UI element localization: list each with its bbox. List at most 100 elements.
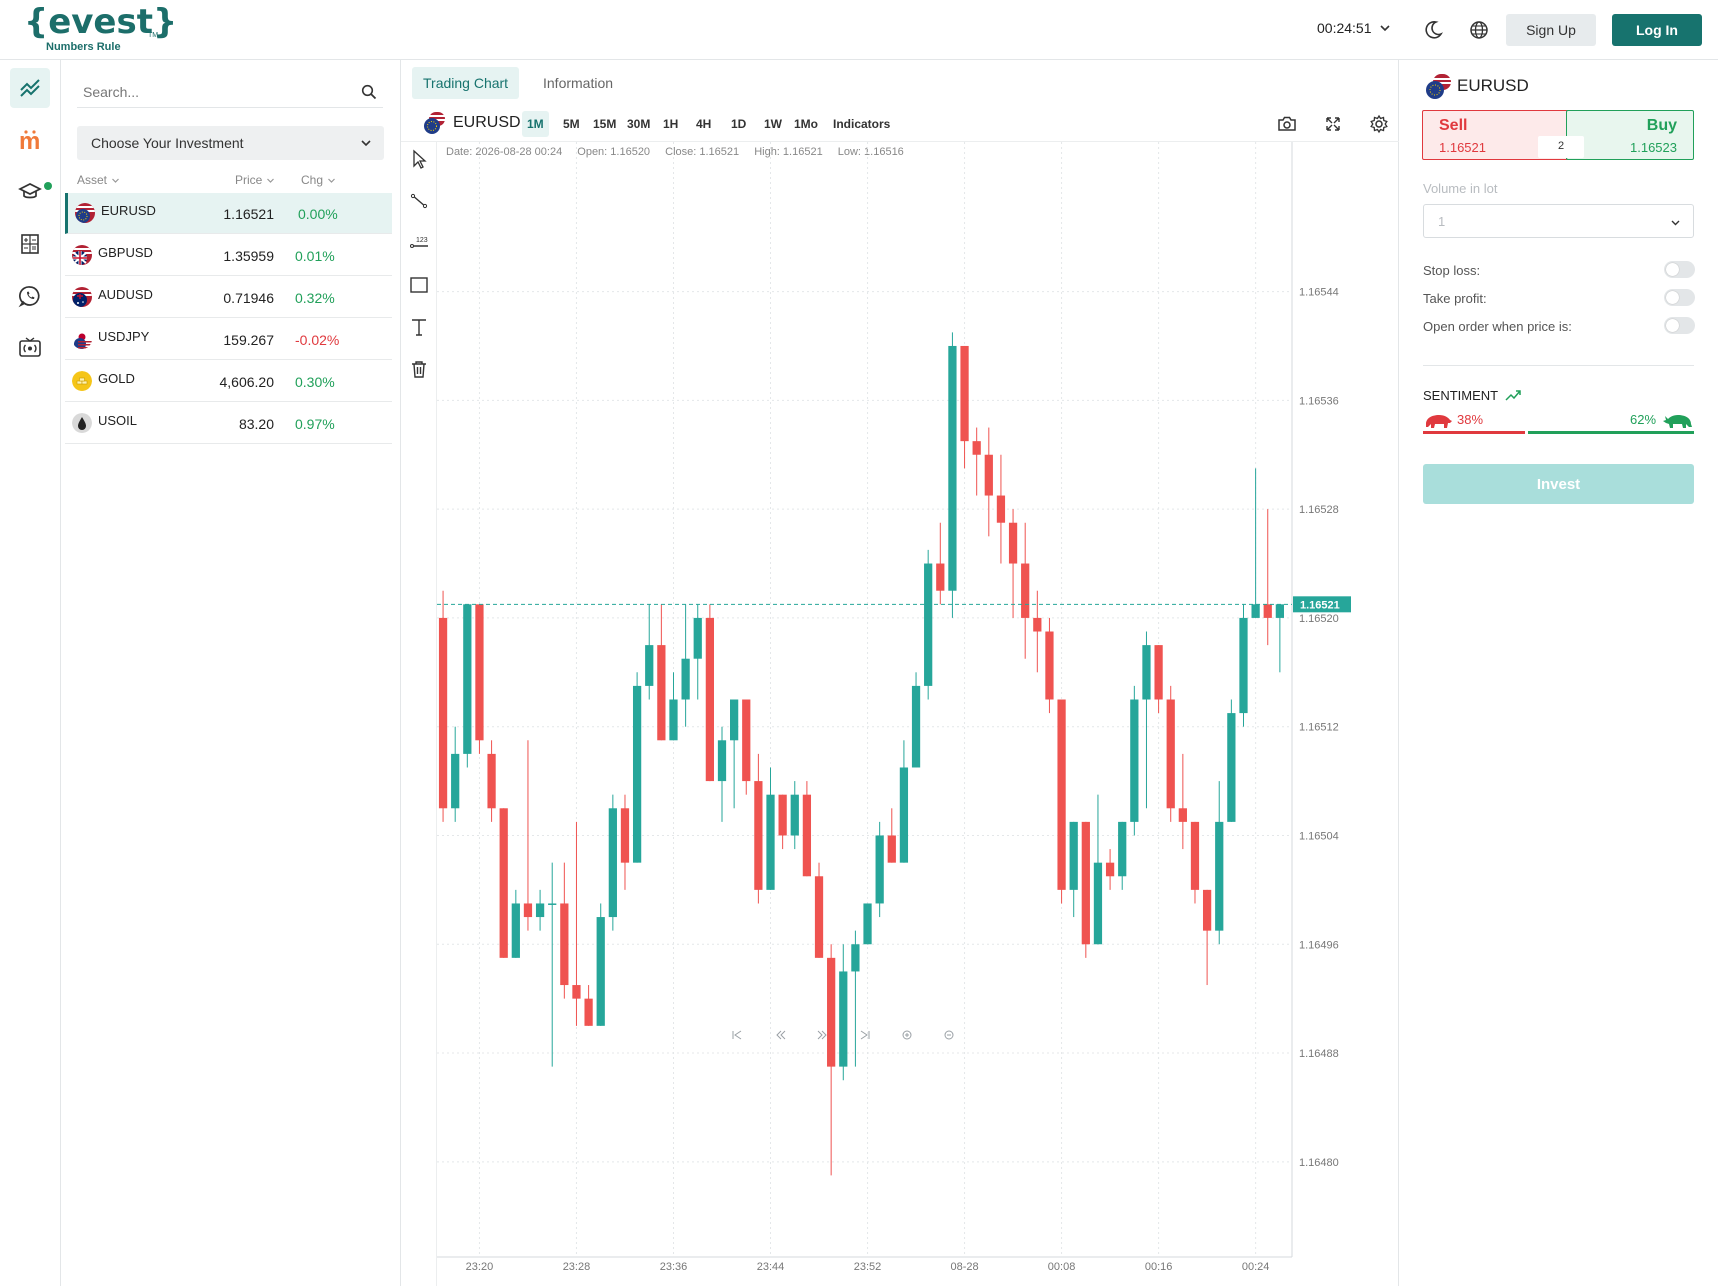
invest-button[interactable]: Invest [1423,464,1694,504]
rail-whatsapp-button[interactable] [10,276,50,316]
tab-trading-chart[interactable]: Trading Chart [412,67,520,99]
horizontal-line-icon[interactable]: 123 [408,232,430,254]
x-tick-label: 00:08 [1048,1261,1076,1270]
timeframe-15m[interactable]: 15M [593,117,617,131]
fullscreen-icon[interactable] [1323,114,1343,134]
candle-body [535,903,545,918]
x-tick-label: 23:44 [757,1261,785,1270]
rail-trading-button[interactable] [10,68,50,108]
current-price-label: 1.16521 [1300,599,1340,611]
trash-delete-icon[interactable] [408,358,430,380]
clock-display[interactable]: 00:24:51 [1317,20,1372,36]
asset-change: 0.30% [295,374,335,390]
timeframe-1d[interactable]: 1D [731,117,747,131]
trending-up-icon [1505,390,1521,401]
order-symbol: EURUSD [1457,76,1529,95]
y-tick-label: 1.16496 [1299,939,1339,951]
search-input[interactable] [77,78,347,106]
timeframe-1mo[interactable]: 1Mo [794,117,818,131]
search-icon[interactable] [361,84,377,100]
open-order-toggle[interactable] [1664,317,1695,334]
whatsapp-icon [18,286,40,308]
sign-up-button[interactable]: Sign Up [1506,14,1596,46]
y-tick-label: 1.16504 [1299,830,1339,842]
ohlc-date: Date: 2026-08-28 00:24 [446,146,563,158]
timeframe-1h[interactable]: 1H [663,117,679,131]
buy-price: 1.16523 [1630,140,1677,155]
y-tick-label: 1.16488 [1299,1048,1339,1060]
rectangle-tool-icon[interactable] [408,274,430,296]
candle-body [1202,889,1212,931]
asset-price: 83.20 [238,416,274,432]
trend-line-icon[interactable] [408,190,430,212]
candle-body [657,645,666,741]
settings-gear-icon[interactable] [1369,114,1389,134]
asset-row-gbpusd[interactable]: GBPUSD 1.35959 0.01% [65,235,392,276]
candle-body [548,903,557,905]
asset-row-usdjpy[interactable]: USDJPY 159.267 -0.02% [65,319,392,360]
eu-us-flag-icon [1426,74,1451,99]
dark-mode-moon-icon[interactable] [1422,19,1444,41]
logo-tagline: Numbers Rule [46,41,121,53]
camera-snapshot-icon[interactable] [1277,114,1297,134]
column-asset-header[interactable]: Asset [77,173,120,187]
timeframe-5m[interactable]: 5M [563,117,580,131]
log-in-button[interactable]: Log In [1612,14,1702,46]
chevron-down-icon[interactable] [1378,21,1392,35]
x-tick-label: 23:20 [466,1261,494,1270]
candle-body [1008,522,1018,564]
stop-loss-toggle[interactable] [1664,261,1695,278]
ohlc-open: Open: 1.16520 [577,146,651,158]
asset-row-usoil[interactable]: USOIL 83.20 0.97% [65,403,392,444]
choose-investment-dropdown[interactable]: Choose Your Investment [77,126,384,160]
chart-panel: Trading Chart Information EURUSD 1M 5M 1… [401,60,1399,1286]
rail-live-button[interactable] [10,328,50,368]
candle-body [1130,699,1139,822]
y-tick-label: 1.16480 [1299,1157,1339,1169]
column-chg-label: Chg [301,173,324,187]
asset-name: GOLD [98,371,135,386]
candle-body [681,658,690,700]
timeframe-1m[interactable]: 1M [522,111,549,137]
left-icon-rail: m [0,60,61,1286]
rail-education-button[interactable] [10,172,50,212]
timeframe-4h[interactable]: 4H [696,117,712,131]
evest-logo[interactable]: {evest} TM Numbers Rule [24,0,177,60]
rail-calculator-button[interactable] [10,224,50,264]
asset-row-audusd[interactable]: AUDUSD 0.71946 0.32% [65,277,392,318]
take-profit-toggle[interactable] [1664,289,1695,306]
buy-button[interactable]: Buy 1.16523 [1566,110,1694,160]
asset-name: AUDUSD [98,287,153,302]
timeframe-1w[interactable]: 1W [764,117,782,131]
order-panel: EURUSD Sell 1.16521 Buy 1.16523 2 Volume… [1399,60,1718,1286]
au-us-flag-icon [72,287,92,307]
candle-body [887,835,896,863]
chart-trend-icon [20,79,40,97]
globe-language-icon[interactable] [1468,19,1490,41]
candle-body [1142,645,1151,700]
text-tool-icon[interactable] [408,316,430,338]
asset-row-gold[interactable]: GOLD 4,606.20 0.30% [65,361,392,402]
spread-badge: 2 [1538,136,1584,158]
sentiment-bull-bar [1528,431,1694,434]
indicators-button[interactable]: Indicators [833,117,891,131]
chart-symbol[interactable]: EURUSD [453,114,521,131]
candle-body [1118,821,1127,877]
asset-row-eurusd[interactable]: EURUSD 1.16521 0.00% [65,193,392,234]
cursor-arrow-icon[interactable] [408,148,430,170]
ohlc-high: High: 1.16521 [754,146,823,158]
volume-select[interactable]: 1 [1423,204,1694,238]
column-price-header[interactable]: Price [235,173,275,187]
column-chg-header[interactable]: Chg [301,173,336,187]
timeframe-30m[interactable]: 30M [627,117,651,131]
top-header: {evest} TM Numbers Rule 00:24:51 Sign Up… [0,0,1718,60]
tab-information[interactable]: Information [543,75,614,91]
sentiment-label: SENTIMENT [1423,388,1499,403]
candlestick-chart[interactable]: 1.16544 1.16536 1.16528 1.16520 1.16512 1.165… [437,142,1399,1270]
rail-community-button[interactable]: m [10,120,50,160]
candle-body [911,685,921,768]
candle-body [960,345,969,442]
candle-body [863,903,872,945]
candle-body [730,699,739,741]
candle-body [936,563,945,591]
